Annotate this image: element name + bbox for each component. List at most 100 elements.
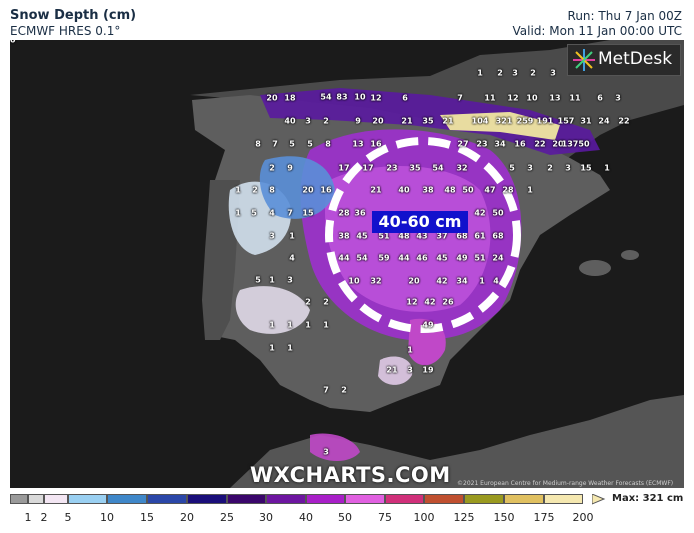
- map-graphic: [10, 40, 684, 488]
- metdesk-logo: MetDesk: [567, 44, 681, 76]
- map-value-label: 19: [422, 365, 434, 375]
- map-value-label: 13: [549, 93, 561, 103]
- map-value-label: 2: [269, 163, 275, 173]
- map-value-label: 3: [512, 68, 518, 78]
- map-value-label: 3: [550, 68, 556, 78]
- copyright-note: ©2021 European Centre for Medium-range W…: [457, 480, 674, 487]
- map-value-label: 20: [408, 276, 420, 286]
- legend-tick-label: 200: [572, 511, 594, 524]
- legend-swatch: [504, 494, 544, 504]
- map-value-label: 54: [432, 163, 444, 173]
- map-value-label: 1: [305, 320, 311, 330]
- legend-swatch: [385, 494, 424, 504]
- map-value-label: 1: [235, 185, 241, 195]
- map-value-label: 50: [492, 208, 504, 218]
- legend-tick-label: 100: [413, 511, 435, 524]
- legend-tick-label: 125: [453, 511, 475, 524]
- map-value-label: 1: [479, 276, 485, 286]
- map-value-label: 10: [354, 92, 366, 102]
- map-value-label: 3: [527, 163, 533, 173]
- map-value-label: 50: [578, 139, 590, 149]
- map-value-label: 5: [307, 139, 313, 149]
- map-value-label: 28: [338, 208, 350, 218]
- map-value-label: 17: [362, 163, 374, 173]
- legend-tick-label: 40: [299, 511, 313, 524]
- map-value-label: 1: [289, 231, 295, 241]
- legend-tick-label: 5: [64, 511, 72, 524]
- map-value-label: 20: [266, 93, 278, 103]
- map-value-label: 22: [618, 116, 630, 126]
- map-value-label: 35: [409, 163, 421, 173]
- map-value-label: 40: [284, 116, 296, 126]
- map-value-label: 61: [474, 231, 486, 241]
- map-value-label: 1: [323, 320, 329, 330]
- map-value-label: 259: [516, 116, 534, 126]
- map-value-label: 4: [289, 253, 295, 263]
- map-value-label: 45: [356, 231, 368, 241]
- legend-swatch: [147, 494, 187, 504]
- map-value-label: 21: [401, 116, 413, 126]
- map-value-label: 59: [378, 253, 390, 263]
- map-value-label: 321: [495, 116, 513, 126]
- map-value-label: 3: [287, 275, 293, 285]
- map-value-label: 1: [287, 320, 293, 330]
- map-value-label: 4: [269, 208, 275, 218]
- map-value-label: 10: [10, 40, 16, 45]
- legend-tick-label: 1: [24, 511, 32, 524]
- map-value-label: 48: [444, 185, 456, 195]
- map-value-label: 10: [526, 93, 538, 103]
- map-value-label: 47: [484, 185, 496, 195]
- map-value-label: 54: [320, 92, 332, 102]
- legend-swatch: [187, 494, 227, 504]
- map-value-label: 3: [407, 365, 413, 375]
- map-value-label: 104: [471, 116, 489, 126]
- scale-arrow-icon: [592, 494, 606, 505]
- max-value-label: Max: 321 cm: [612, 493, 684, 504]
- map-value-label: 38: [338, 231, 350, 241]
- map-value-label: 24: [598, 116, 610, 126]
- map-value-label: 50: [462, 185, 474, 195]
- map-value-label: 28: [502, 185, 514, 195]
- map-value-label: 44: [398, 253, 410, 263]
- map-value-label: 1: [407, 345, 413, 355]
- map-value-label: 10: [348, 276, 360, 286]
- legend-tick-label: 20: [180, 511, 194, 524]
- legend-swatch: [306, 494, 345, 504]
- map-value-label: 1: [269, 343, 275, 353]
- map-value-label: 23: [476, 139, 488, 149]
- logo-text: MetDesk: [598, 49, 673, 69]
- map-value-label: 31: [580, 116, 592, 126]
- map-value-label: 68: [492, 231, 504, 241]
- map-value-label: 1: [269, 320, 275, 330]
- map-value-label: 2: [252, 185, 258, 195]
- map-value-label: 12: [406, 297, 418, 307]
- legend-tick-label: 25: [220, 511, 234, 524]
- map-value-label: 20: [302, 185, 314, 195]
- map-value-label: 40: [398, 185, 410, 195]
- map-value-label: 51: [474, 253, 486, 263]
- map-value-label: 7: [287, 208, 293, 218]
- map-value-label: 9: [287, 163, 293, 173]
- legend-tick-label: 175: [533, 511, 555, 524]
- map-value-label: 21: [370, 185, 382, 195]
- map-value-label: 7: [457, 93, 463, 103]
- map-value-label: 22: [534, 139, 546, 149]
- map-value-label: 42: [474, 208, 486, 218]
- legend-tick-label: 150: [493, 511, 515, 524]
- map-value-label: 24: [492, 253, 504, 263]
- legend-swatch: [107, 494, 147, 504]
- map-value-label: 8: [255, 139, 261, 149]
- map-value-label: 51: [378, 231, 390, 241]
- map-value-label: 1: [235, 208, 241, 218]
- map-value-label: 38: [422, 185, 434, 195]
- map-value-label: 16: [514, 139, 526, 149]
- map-value-label: 3: [323, 447, 329, 457]
- map-value-label: 12: [507, 93, 519, 103]
- map-value-label: 2: [341, 385, 347, 395]
- map-value-label: 27: [457, 139, 469, 149]
- legend-swatch: [227, 494, 266, 504]
- map-value-label: 11: [484, 93, 496, 103]
- map-value-label: 2: [530, 68, 536, 78]
- map-value-label: 1: [269, 275, 275, 285]
- map-value-label: 20: [552, 139, 564, 149]
